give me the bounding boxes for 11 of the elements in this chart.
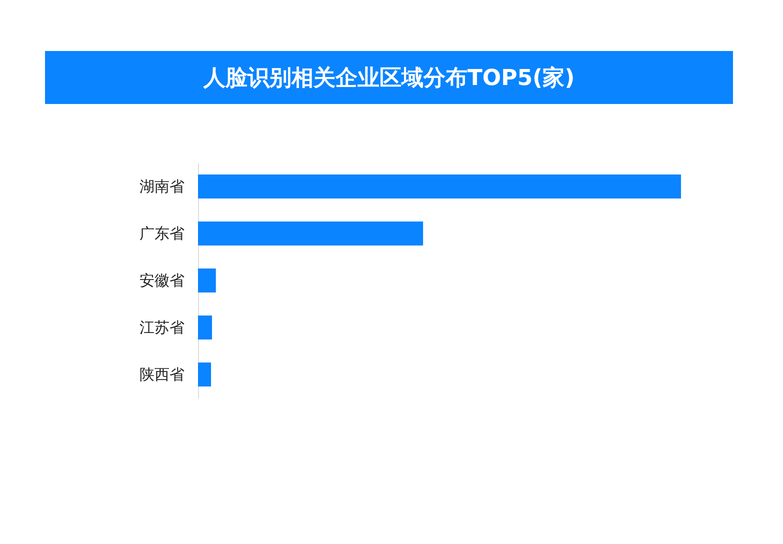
bar [198,316,212,340]
y-tick-label: 陕西省 [140,366,184,384]
bar [198,174,681,198]
y-tick-label: 安徽省 [140,272,184,290]
bar [198,222,424,246]
y-tick-label: 湖南省 [140,178,184,196]
bar [198,268,216,292]
bar [198,362,212,386]
y-tick-label: 广东省 [140,224,184,242]
y-tick-label: 江苏省 [140,318,184,336]
chart-title: 人脸识别相关企业区域分布TOP5(家) [202,65,575,91]
